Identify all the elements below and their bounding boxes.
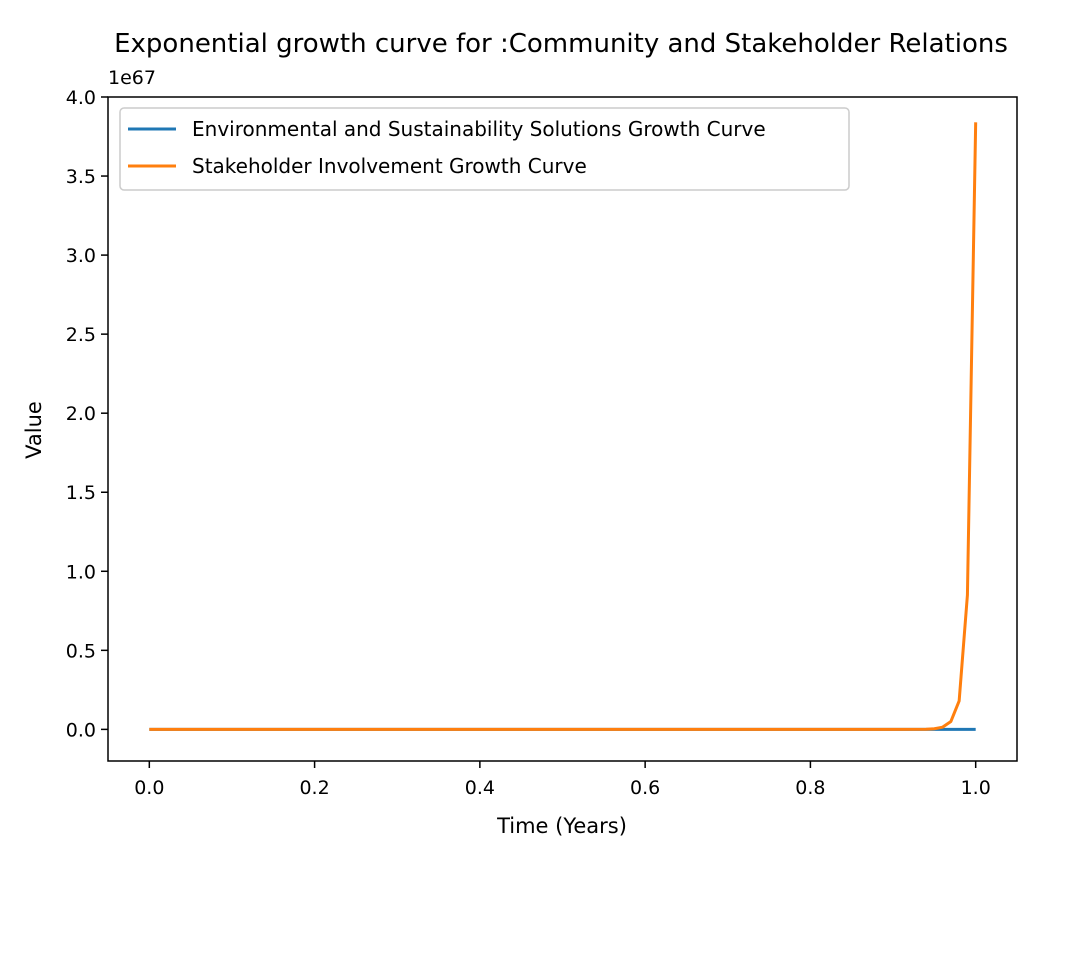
y-tick-label: 2.0 (66, 403, 96, 425)
legend: Environmental and Sustainability Solutio… (119, 107, 850, 191)
series-line-2 (149, 122, 978, 731)
plot-area (107, 96, 1018, 762)
x-tick-label: 1.0 (961, 777, 991, 799)
legend-label-1: Environmental and Sustainability Solutio… (192, 117, 766, 141)
y-tick-label: 0.0 (66, 719, 96, 741)
legend-label-2: Stakeholder Involvement Growth Curve (192, 154, 587, 178)
y-axis-offset-label: 1e67 (108, 67, 156, 89)
plot-frame (107, 96, 1018, 762)
y-tick-label: 4.0 (66, 87, 96, 109)
x-tick-label: 0.6 (630, 777, 660, 799)
y-tick-label: 1.5 (66, 482, 96, 504)
y-tick-label: 3.5 (66, 166, 96, 188)
chart-title: Exponential growth curve for :Community … (114, 29, 1008, 59)
y-tick-label: 3.0 (66, 245, 96, 267)
x-tick-label: 0.4 (465, 777, 495, 799)
x-tick-label: 0.2 (299, 777, 329, 799)
y-tick-label: 2.5 (66, 324, 96, 346)
legend-box (119, 107, 850, 191)
y-axis-label: Value (22, 401, 46, 459)
y-tick-label: 1.0 (66, 561, 96, 583)
x-axis-label: Time (Years) (496, 814, 627, 838)
x-axis: 0.0 0.2 0.4 0.6 0.8 1.0 (134, 761, 991, 799)
x-tick-label: 0.8 (795, 777, 825, 799)
x-tick-label: 0.0 (134, 777, 164, 799)
y-axis: 0.0 0.5 1.0 1.5 2.0 2.5 3.0 3.5 4.0 (66, 87, 108, 741)
y-tick-label: 0.5 (66, 640, 96, 662)
